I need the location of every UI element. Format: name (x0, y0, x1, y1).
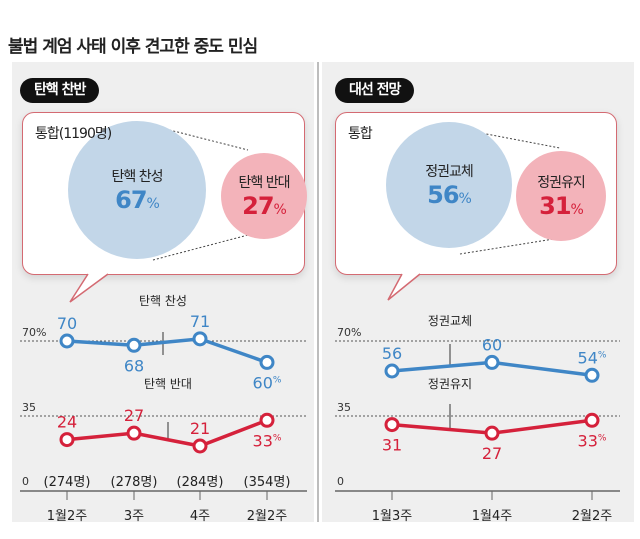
impeachment-panel: 탄핵 찬반 통합(1190명) 탄핵 찬성 67% 탄핵 반대 27% (12, 62, 314, 522)
bubble-tails (69, 273, 421, 303)
data-point (484, 354, 500, 370)
data-label: 27 (482, 444, 502, 463)
impeachment-pill: 탄핵 찬반 (20, 78, 100, 103)
election-pill: 대선 전망 (335, 78, 415, 103)
data-point (584, 412, 600, 428)
y-tick-label: 0 (337, 475, 344, 488)
page-title: 불법 계엄 사태 이후 견고한 중도 민심 (8, 37, 258, 57)
series-label: 탄핵 찬성 (139, 293, 187, 308)
oppose-value: 27% (242, 192, 287, 220)
data-point (384, 417, 400, 433)
x-tick-label: 1월4주 (472, 509, 513, 524)
bubble-title: 통합 (348, 126, 373, 142)
x-tick-label: 2월2주 (572, 509, 613, 524)
favor-value: 67% (115, 186, 160, 214)
y-tick-label: 70% (337, 326, 361, 339)
series-label: 정권교체 (428, 314, 472, 328)
x-tick-label: 3주 (124, 509, 144, 524)
data-label: 60 (482, 335, 502, 354)
data-label: 56 (382, 344, 402, 363)
favor-label: 탄핵 찬성 (111, 169, 164, 185)
series-label: 정권유지 (428, 377, 472, 391)
data-point (59, 432, 75, 448)
election-panel: 대선 전망 통합 정권교체 56% 정권유지 31% (322, 62, 634, 522)
bubble-title: 통합(1190명) (35, 126, 112, 142)
series-label: 탄핵 반대 (144, 377, 192, 391)
summary-bubble: 통합(1190명) 탄핵 찬성 67% 탄핵 반대 27% (22, 112, 307, 275)
data-point (192, 438, 208, 454)
data-label: 33% (578, 431, 607, 450)
y-tick-label: 35 (337, 401, 351, 414)
x-tick-label: 1월3주 (372, 509, 413, 524)
series-line (66, 337, 268, 365)
data-point (59, 333, 75, 349)
data-point (192, 331, 208, 347)
change-circle: 정권교체 56% (386, 122, 512, 248)
data-label: 24 (57, 413, 77, 432)
x-tick-label: 2월2주 (247, 509, 288, 524)
data-point (584, 367, 600, 383)
favor-circle: 탄핵 찬성 67% (68, 121, 206, 259)
data-label: 70 (57, 314, 77, 333)
y-tick-label: 0 (22, 475, 29, 488)
data-point (259, 354, 275, 370)
change-value: 56% (427, 181, 472, 209)
y-tick-label: 70% (22, 326, 46, 339)
data-point (126, 425, 142, 441)
oppose-circle: 탄핵 반대 27% (221, 153, 307, 239)
data-label: 33% (253, 431, 282, 450)
data-label: 60% (253, 373, 282, 392)
series-line (66, 418, 268, 448)
oppose-label: 탄핵 반대 (238, 175, 291, 191)
change-label: 정권교체 (425, 164, 474, 180)
data-label: 54% (578, 348, 607, 367)
maintain-circle: 정권유지 31% (516, 151, 606, 241)
data-point (384, 363, 400, 379)
sample-size-label: (284명) (177, 475, 224, 490)
data-label: 27 (124, 406, 144, 425)
data-point (126, 337, 142, 353)
data-label: 71 (190, 312, 210, 331)
sample-size-label: (278명) (111, 475, 158, 490)
sample-size-label: (354명) (244, 475, 291, 490)
data-label: 68 (124, 356, 144, 375)
data-point (259, 412, 275, 428)
data-point (484, 425, 500, 441)
y-tick-label: 35 (22, 401, 36, 414)
data-label: 31 (382, 436, 402, 455)
maintain-label: 정권유지 (537, 175, 586, 191)
data-label: 21 (190, 419, 210, 438)
maintain-value: 31% (539, 192, 584, 220)
divider (317, 62, 319, 522)
x-tick-label: 1월2주 (47, 509, 88, 524)
x-tick-label: 4주 (190, 509, 210, 524)
sample-size-label: (274명) (44, 475, 91, 490)
summary-bubble: 통합 정권교체 56% 정권유지 31% (335, 112, 617, 275)
